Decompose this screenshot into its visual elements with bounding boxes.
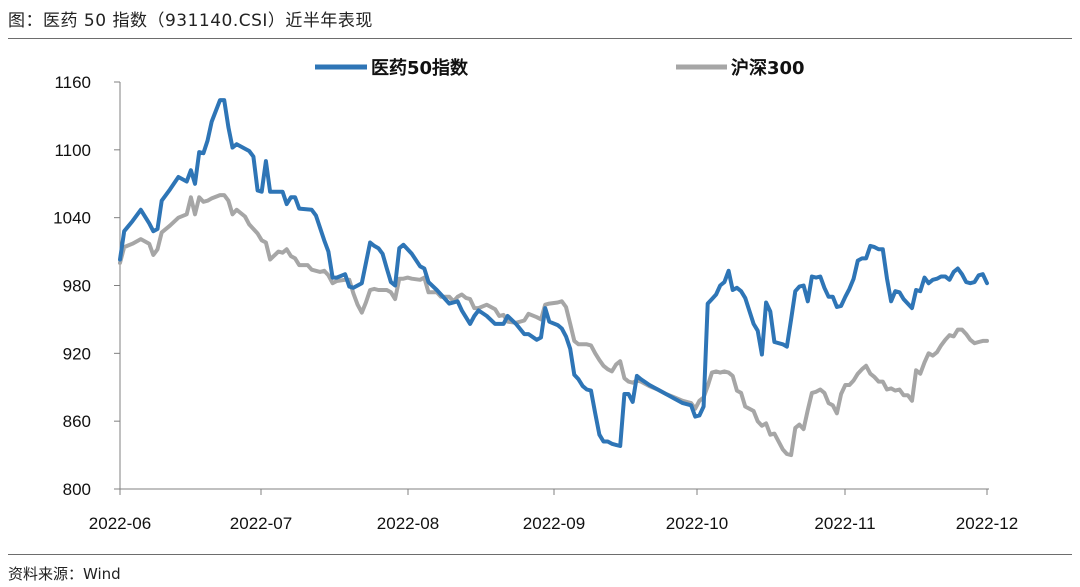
x-tick-label: 2022-07 — [230, 514, 292, 533]
y-tick-label: 800 — [63, 480, 91, 499]
source-note: 资料来源：Wind — [8, 565, 121, 583]
x-tick-label: 2022-11 — [814, 514, 875, 533]
figure-title: 图：医药 50 指数（931140.CSI）近半年表现 — [8, 11, 373, 31]
top-rule — [8, 38, 1072, 39]
y-tick-label: 860 — [63, 412, 91, 431]
y-axis: 800 860 920 980 1040 1100 1160 — [53, 73, 121, 499]
series-line-pharma50 — [118, 98, 989, 448]
series-line-csi300 — [118, 193, 989, 458]
legend: 医药50指数 沪深300 — [315, 57, 805, 79]
legend-csi300-label: 沪深300 — [731, 57, 805, 79]
legend-pharma50-label: 医药50指数 — [371, 57, 469, 79]
x-axis: 2022-06 2022-07 2022-08 2022-09 2022-10 2022-… — [89, 488, 1018, 533]
y-tick-label: 1160 — [54, 73, 91, 92]
y-tick-label: 980 — [63, 277, 91, 296]
y-tick-label: 1040 — [53, 209, 91, 228]
series-layer — [118, 98, 989, 458]
bottom-rule — [8, 554, 1072, 555]
x-tick-label: 2022-08 — [377, 514, 439, 533]
x-tick-label: 2022-10 — [666, 514, 728, 533]
y-tick-label: 1100 — [54, 141, 91, 160]
x-tick-label: 2022-12 — [956, 514, 1018, 533]
x-tick-label: 2022-06 — [89, 514, 151, 533]
y-tick-label: 920 — [63, 344, 91, 363]
x-tick-label: 2022-09 — [523, 514, 585, 533]
